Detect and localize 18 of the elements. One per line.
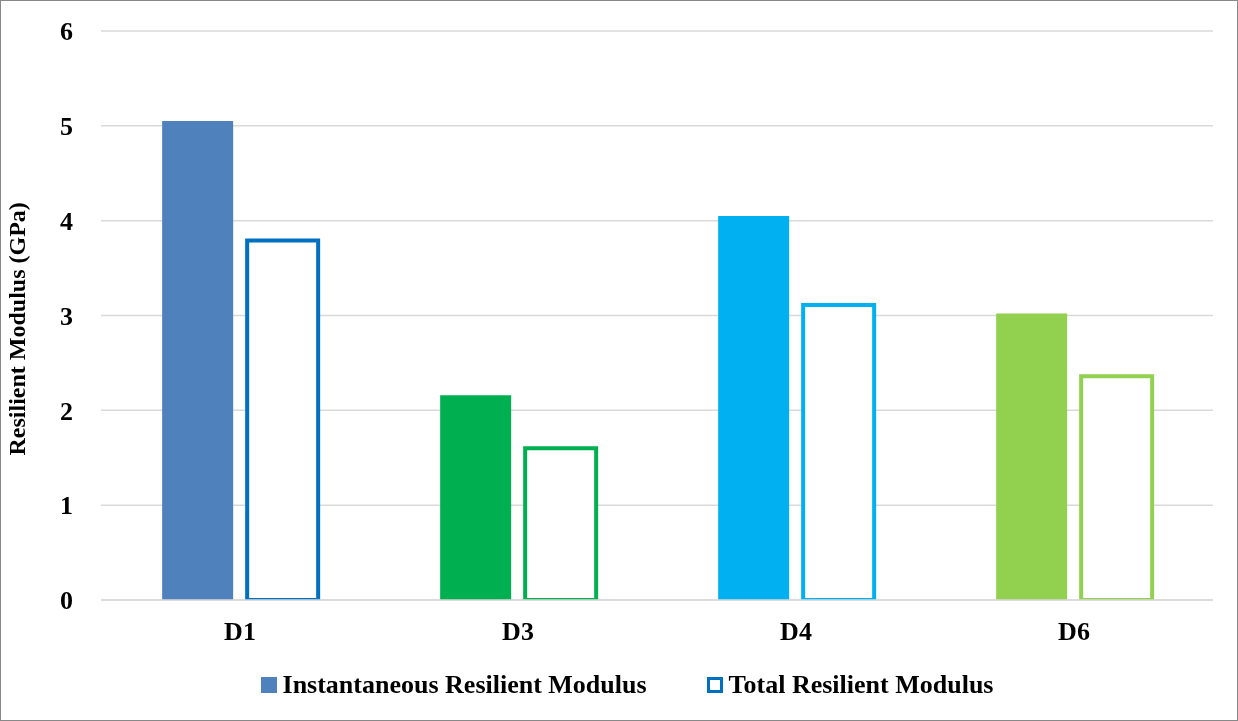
bar [440,395,512,600]
x-tick-label: D4 [780,617,812,647]
y-tick-label: 1 [60,491,73,521]
legend-label: Instantaneous Resilient Modulus [282,670,647,700]
y-axis-title: Resilient Modulus (GPa) [3,202,30,456]
y-tick-label: 0 [60,586,73,616]
y-tick-label: 6 [60,17,73,47]
legend-label: Total Resilient Modulus [728,670,994,700]
y-tick-label: 2 [60,396,73,426]
x-tick-label: D6 [1058,617,1090,647]
bar [162,121,234,600]
bar [718,215,790,600]
bar [996,313,1068,600]
y-tick-label: 3 [60,301,73,331]
x-tick-label: D3 [502,617,534,647]
y-tick-label: 5 [60,112,73,142]
x-tick-label: D1 [224,617,256,647]
y-tick-label: 4 [60,206,73,236]
